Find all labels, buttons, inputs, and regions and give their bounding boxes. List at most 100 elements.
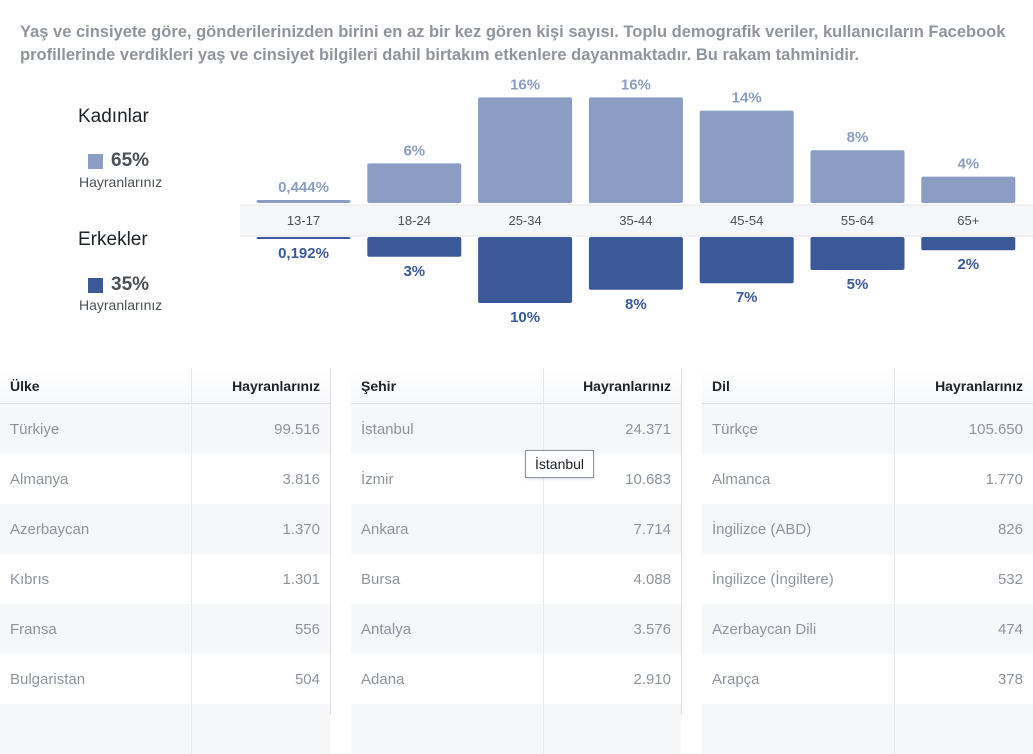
country-name-cell: Almanya: [0, 454, 191, 504]
age-tick-label: 35-44: [619, 213, 652, 228]
men-bar-label: 7%: [736, 289, 758, 306]
country-column-header[interactable]: Ülke: [0, 368, 191, 404]
city-name-cell: Antalya: [351, 604, 543, 654]
language-fans-column-header[interactable]: Hayranlarınız: [894, 368, 1033, 404]
country-fans-cell: 99.516: [191, 404, 330, 455]
city-fans-cell: 2.910: [543, 654, 681, 704]
country-fans-cell: 1.370: [191, 504, 330, 554]
city-column-header[interactable]: Şehir: [351, 368, 543, 404]
table-row[interactable]: [0, 704, 330, 754]
legend-men: Erkekler 35% Hayranlarınız: [78, 229, 228, 251]
age-tick-label: 55-64: [841, 213, 874, 228]
women-bar: [921, 177, 1015, 203]
men-bar: [921, 237, 1015, 250]
table-row[interactable]: İngilizce (İngiltere)532: [702, 554, 1033, 604]
men-bar: [367, 237, 461, 257]
language-fans-cell: 532: [894, 554, 1033, 604]
table-row[interactable]: [702, 704, 1033, 754]
language-name-cell: Türkçe: [702, 404, 894, 455]
empty-cell: [702, 704, 894, 754]
legend-men-sub: Hayranlarınız: [79, 297, 162, 313]
age-tick-label: 25-34: [508, 213, 541, 228]
country-name-cell: Fransa: [0, 604, 191, 654]
country-fans-cell: 504: [191, 654, 330, 704]
language-fans-cell: 1.770: [894, 454, 1033, 504]
language-fans-cell: 105.650: [894, 404, 1033, 455]
women-bar-label: 6%: [403, 142, 425, 159]
language-table-header: Dil Hayranlarınız: [702, 368, 1033, 404]
legend-men-percent: 35%: [111, 274, 149, 296]
city-name-cell: Ankara: [351, 504, 543, 554]
table-row[interactable]: [351, 704, 681, 754]
table-row[interactable]: İngilizce (ABD)826: [702, 504, 1033, 554]
city-name-cell: İstanbul: [351, 404, 543, 455]
legend-men-swatch: [88, 278, 103, 293]
women-bar-label: 4%: [957, 156, 979, 173]
men-bar-label: 0,192%: [278, 245, 329, 262]
language-fans-cell: 826: [894, 504, 1033, 554]
empty-cell: [191, 704, 330, 754]
city-fans-cell: 4.088: [543, 554, 681, 604]
men-bar-label: 8%: [625, 296, 647, 313]
city-fans-column-header[interactable]: Hayranlarınız: [543, 368, 681, 404]
age-tick-label: 45-54: [730, 213, 763, 228]
age-tick-label: 65+: [957, 213, 979, 228]
country-fans-column-header[interactable]: Hayranlarınız: [191, 368, 330, 404]
city-name-cell: Adana: [351, 654, 543, 704]
country-table-header: Ülke Hayranlarınız: [0, 368, 330, 404]
men-bar: [811, 237, 905, 270]
women-bar: [700, 111, 794, 203]
men-bar-label: 10%: [510, 309, 540, 326]
country-name-cell: Türkiye: [0, 404, 191, 455]
language-name-cell: Azerbaycan Dili: [702, 604, 894, 654]
men-bar: [589, 237, 683, 290]
city-fans-cell: 7.714: [543, 504, 681, 554]
age-gender-chart: 0,444%13-170,192%6%18-243%16%25-3410%16%…: [240, 72, 1033, 342]
country-fans-cell: 3.816: [191, 454, 330, 504]
women-bar-label: 14%: [732, 90, 762, 107]
women-bar: [257, 200, 351, 203]
men-bar: [700, 237, 794, 283]
women-bar: [367, 163, 461, 203]
language-name-cell: İngilizce (ABD): [702, 504, 894, 554]
age-tick-label: 13-17: [287, 213, 320, 228]
country-name-cell: Bulgaristan: [0, 654, 191, 704]
language-column-header[interactable]: Dil: [702, 368, 894, 404]
legend-women-title: Kadınlar: [78, 106, 228, 128]
men-bar: [257, 237, 351, 239]
legend-women-percent: 65%: [111, 150, 149, 172]
language-fans-cell: 474: [894, 604, 1033, 654]
city-tooltip: İstanbul: [525, 450, 594, 478]
table-divider: [681, 368, 682, 715]
language-fans-cell: 378: [894, 654, 1033, 704]
men-bar-label: 2%: [957, 256, 979, 273]
language-name-cell: Almanca: [702, 454, 894, 504]
women-bar: [478, 97, 572, 203]
legend-men-row: 35%: [88, 274, 149, 296]
city-fans-cell: 24.371: [543, 404, 681, 455]
country-fans-cell: 556: [191, 604, 330, 654]
